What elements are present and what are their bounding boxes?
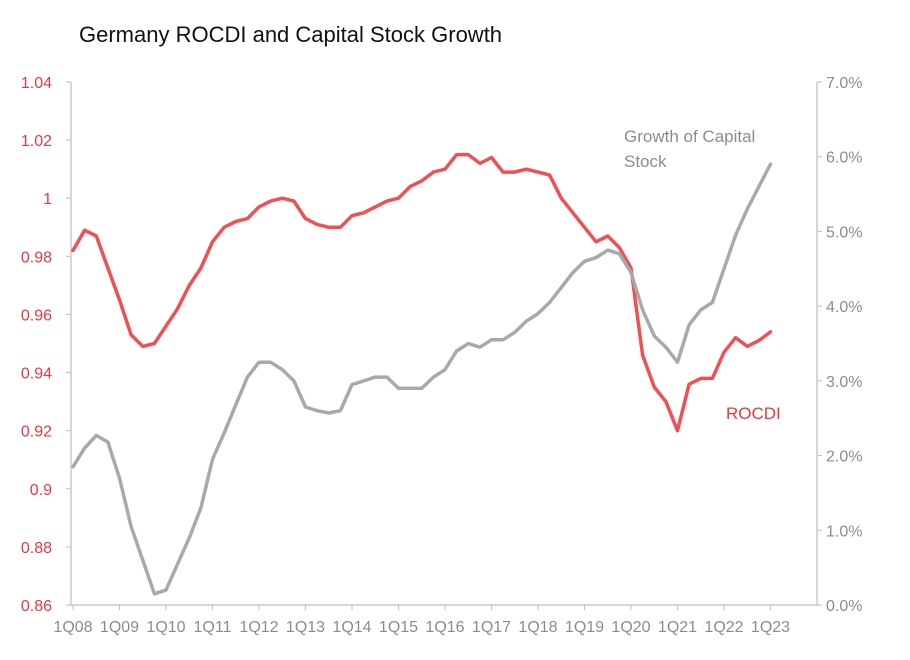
- x-tick-label: 1Q13: [286, 619, 325, 636]
- y-right-tick-label: 6.0%: [826, 150, 862, 167]
- y-right-tick-label: 0.0%: [826, 598, 862, 615]
- y-right-tick-label: 7.0%: [826, 75, 862, 92]
- capital-stock-growth-label: Growth of Capital Stock: [624, 127, 755, 171]
- y-left-tick-label: 0.92: [21, 424, 52, 441]
- y-left-tick-label: 1: [43, 191, 52, 208]
- y-left-tick-label: 0.98: [21, 249, 52, 266]
- x-tick-label: 1Q14: [332, 619, 371, 636]
- y-right-tick-label: 1.0%: [826, 523, 862, 540]
- x-tick-label: 1Q23: [751, 619, 790, 636]
- x-tick-label: 1Q19: [565, 619, 604, 636]
- x-tick-label: 1Q10: [146, 619, 185, 636]
- rocdi-line: [71, 152, 773, 433]
- x-tick-label: 1Q09: [100, 619, 139, 636]
- x-tick-label: 1Q16: [425, 619, 464, 636]
- x-tick-label: 1Q12: [239, 619, 278, 636]
- x-tick-label: 1Q15: [379, 619, 418, 636]
- y-right-tick-label: 5.0%: [826, 224, 862, 241]
- x-tick-label: 1Q08: [53, 619, 92, 636]
- y-left-tick-label: 0.9: [30, 482, 52, 499]
- x-tick-label: 1Q20: [611, 619, 650, 636]
- rocdi-label: ROCDI: [726, 404, 781, 423]
- y-right-tick-label: 4.0%: [826, 299, 862, 316]
- x-tick-label: 1Q17: [472, 619, 511, 636]
- x-tick-label: 1Q22: [704, 619, 743, 636]
- x-tick-label: 1Q18: [518, 619, 557, 636]
- capital-stock-growth-line: [71, 162, 773, 596]
- y-left-tick-label: 0.86: [21, 598, 52, 615]
- y-left-tick-label: 0.96: [21, 307, 52, 324]
- y-left-tick-label: 0.88: [21, 540, 52, 557]
- x-tick-label: 1Q21: [658, 619, 697, 636]
- y-right-tick-label: 2.0%: [826, 449, 862, 466]
- chart-title: Germany ROCDI and Capital Stock Growth: [79, 22, 503, 47]
- y-left-tick-label: 1.04: [21, 75, 52, 92]
- y-right-tick-label: 3.0%: [826, 374, 862, 391]
- y-left-tick-label: 0.94: [21, 366, 52, 383]
- x-tick-label: 1Q11: [194, 619, 232, 636]
- y-left-tick-label: 1.02: [21, 133, 52, 150]
